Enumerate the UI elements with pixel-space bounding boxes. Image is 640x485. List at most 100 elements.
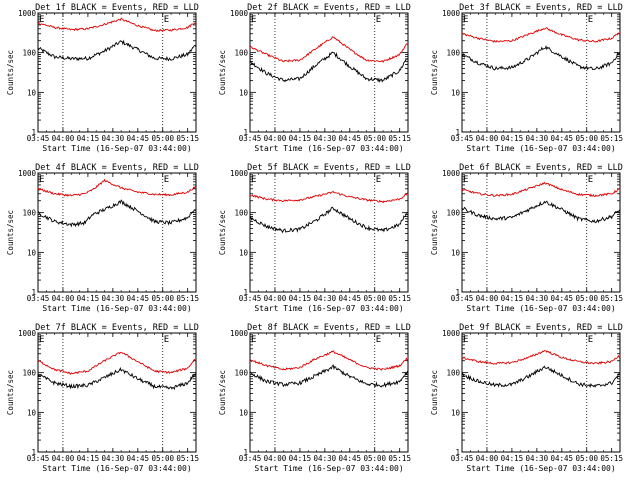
x-tick-label: 03:45 [451, 294, 474, 303]
x-tick-label: 05:00 [363, 294, 386, 303]
y-tick-label: 1 [455, 128, 460, 137]
event-marker-label: E [251, 15, 256, 25]
y-tick-label: 100 [446, 49, 460, 58]
x-tick-label: 03:45 [27, 294, 50, 303]
series-line-lld [249, 36, 409, 63]
series-line-events [461, 365, 621, 389]
x-tick-label: 04:15 [77, 294, 100, 303]
x-tick-label: 04:00 [52, 134, 75, 143]
chart-title: Det 9f BLACK = Events, RED = LLD [459, 323, 623, 333]
series-line-lld [461, 181, 621, 198]
series-line-events [249, 51, 409, 83]
x-axis-label: Start Time (16-Sep-07 03:44:00) [254, 464, 403, 473]
y-tick-label: 100 [22, 209, 36, 218]
y-tick-label: 1 [455, 448, 460, 457]
chart-title: Det 3f BLACK = Events, RED = LLD [459, 3, 623, 13]
chart-title: Det 5f BLACK = Events, RED = LLD [247, 163, 411, 173]
y-axis-label: Counts/sec [6, 370, 15, 415]
y-tick-label: 1000 [18, 9, 37, 18]
x-tick-label: 05:00 [151, 134, 174, 143]
chart-panel-7: Det 7f BLACK = Events, RED = LLD 1 10 100 10… [6, 323, 199, 473]
x-axis-label: Start Time (16-Sep-07 03:44:00) [466, 464, 615, 473]
x-tick-label: 05:15 [176, 294, 199, 303]
x-tick-label: 05:00 [151, 454, 174, 463]
chart-title: Det 2f BLACK = Events, RED = LLD [247, 3, 411, 13]
x-tick-label: 04:30 [102, 134, 125, 143]
x-tick-label: 05:15 [388, 134, 411, 143]
y-tick-label: 1000 [18, 329, 37, 338]
x-tick-label: 04:30 [314, 134, 337, 143]
event-marker-label: E [39, 15, 44, 25]
plot-frame [461, 12, 621, 133]
x-tick-label: 04:00 [476, 134, 499, 143]
x-tick-label: 03:45 [27, 134, 50, 143]
series-line-lld [37, 17, 197, 33]
event-marker-label: E [164, 175, 169, 185]
y-tick-label: 10 [451, 248, 461, 257]
y-tick-label: 100 [446, 369, 460, 378]
series-line-lld [249, 190, 409, 204]
y-tick-label: 1000 [230, 9, 249, 18]
x-tick-label: 04:30 [526, 294, 549, 303]
y-tick-label: 1 [243, 128, 248, 137]
event-marker-label: E [251, 335, 256, 345]
y-tick-label: 1 [31, 128, 36, 137]
y-tick-label: 10 [239, 88, 249, 97]
y-axis-label: Counts/sec [430, 50, 439, 95]
x-tick-label: 04:30 [102, 454, 125, 463]
series-line-lld [461, 27, 621, 43]
x-tick-label: 04:30 [314, 454, 337, 463]
x-tick-label: 04:00 [476, 294, 499, 303]
x-axis-label: Start Time (16-Sep-07 03:44:00) [42, 144, 191, 153]
series-line-lld [249, 349, 409, 371]
chart-panel-6: Det 6f BLACK = Events, RED = LLD 1 10 100 10… [430, 163, 623, 313]
event-marker-label: E [588, 15, 593, 25]
chart-panel-1: Det 1f BLACK = Events, RED = LLD 1 10 100 10… [6, 3, 199, 153]
y-tick-label: 100 [446, 209, 460, 218]
x-tick-label: 04:30 [102, 294, 125, 303]
x-tick-label: 05:00 [575, 454, 598, 463]
y-tick-label: 10 [451, 408, 461, 417]
x-tick-label: 05:15 [600, 294, 623, 303]
plot-frame [461, 172, 621, 293]
event-marker-label: E [376, 175, 381, 185]
x-tick-label: 05:00 [575, 134, 598, 143]
x-tick-label: 05:15 [176, 134, 199, 143]
y-tick-label: 1000 [230, 169, 249, 178]
x-tick-label: 05:15 [176, 454, 199, 463]
y-tick-label: 10 [27, 88, 37, 97]
x-tick-label: 04:00 [264, 454, 287, 463]
x-axis-label: Start Time (16-Sep-07 03:44:00) [42, 464, 191, 473]
event-marker-label: E [376, 15, 381, 25]
series-line-events [461, 44, 621, 71]
y-tick-label: 1 [243, 448, 248, 457]
x-tick-label: 05:00 [575, 294, 598, 303]
x-tick-label: 03:45 [451, 454, 474, 463]
series-line-events [461, 200, 621, 224]
x-tick-label: 05:15 [600, 134, 623, 143]
x-tick-label: 04:30 [314, 294, 337, 303]
x-tick-label: 04:30 [526, 454, 549, 463]
event-marker-label: E [164, 15, 169, 25]
event-marker-label: E [164, 335, 169, 345]
y-axis-label: Counts/sec [6, 50, 15, 95]
plot-frame [249, 12, 409, 133]
plot-frame [37, 12, 197, 133]
chart-panel-9: Det 9f BLACK = Events, RED = LLD 1 10 100 10… [430, 323, 623, 473]
x-tick-label: 05:15 [388, 294, 411, 303]
x-tick-label: 04:45 [551, 454, 574, 463]
x-tick-label: 05:15 [388, 454, 411, 463]
plot-frame [249, 332, 409, 453]
x-tick-label: 05:00 [363, 134, 386, 143]
x-tick-label: 03:45 [239, 134, 262, 143]
plot-frame [37, 332, 197, 453]
x-tick-label: 05:00 [151, 294, 174, 303]
x-tick-label: 04:15 [77, 134, 100, 143]
event-marker-label: E [588, 335, 593, 345]
chart-panel-8: Det 8f BLACK = Events, RED = LLD 1 10 100 10… [218, 323, 411, 473]
y-tick-label: 10 [27, 408, 37, 417]
x-tick-label: 04:15 [289, 454, 312, 463]
chart-title: Det 1f BLACK = Events, RED = LLD [35, 3, 199, 13]
chart-panel-4: Det 4f BLACK = Events, RED = LLD 1 10 100 10… [6, 163, 199, 313]
